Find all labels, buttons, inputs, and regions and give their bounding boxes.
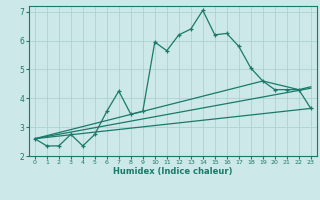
- X-axis label: Humidex (Indice chaleur): Humidex (Indice chaleur): [113, 167, 233, 176]
